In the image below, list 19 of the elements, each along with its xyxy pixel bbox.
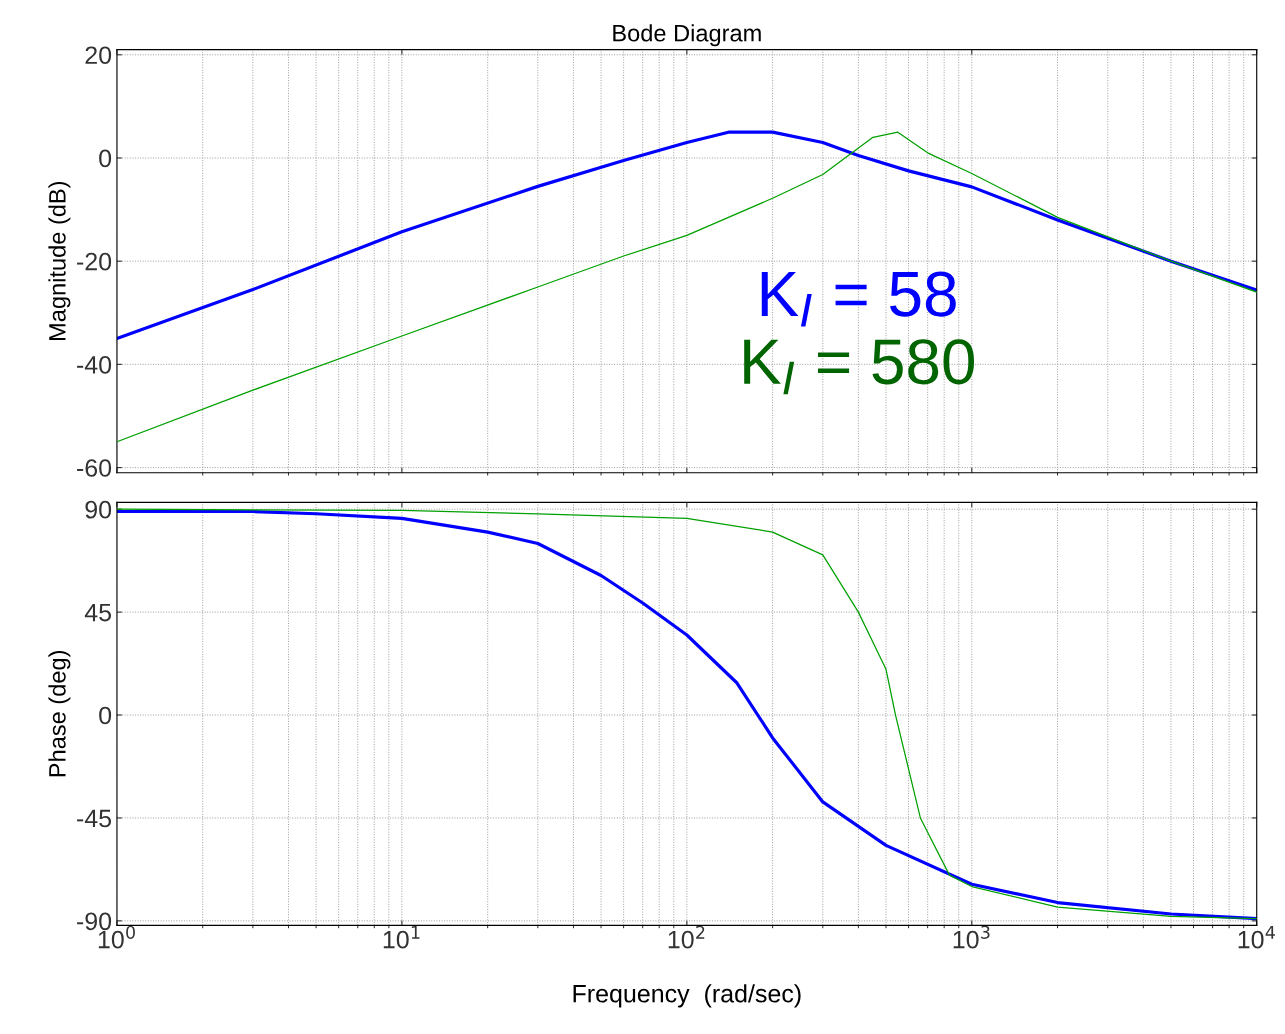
y-tick-label: 90 bbox=[85, 500, 112, 519]
annotation: K$_{I}$ = 580 bbox=[744, 339, 975, 395]
y-tick-label: 0 bbox=[99, 149, 112, 168]
y-axis-title: Phase (deg) bbox=[48, 651, 71, 777]
y-axis-title: Magnitude (dB) bbox=[48, 181, 71, 340]
y-tick-label: -45 bbox=[77, 809, 112, 828]
x-axis-title: Frequency (rad/sec) bbox=[573, 984, 801, 1008]
chart-title: Bode Diagram bbox=[613, 24, 761, 47]
y-tick-label: 20 bbox=[85, 46, 112, 65]
x-tick-label: 10$^{3}$ bbox=[953, 925, 990, 949]
y-tick-label: -60 bbox=[77, 459, 112, 477]
y-tick-label: 0 bbox=[99, 706, 112, 725]
y-tick-label: 45 bbox=[84, 603, 112, 622]
x-tick-label: 10$^{2}$ bbox=[668, 925, 705, 949]
y-tick-label: -40 bbox=[77, 355, 112, 374]
x-tick-label: 10$^{4}$ bbox=[1238, 925, 1275, 949]
y-tick-label: -20 bbox=[77, 252, 112, 271]
x-tick-label: 10$^{1}$ bbox=[383, 925, 420, 949]
annotation: K$_{I}$ = 58 bbox=[761, 271, 956, 327]
